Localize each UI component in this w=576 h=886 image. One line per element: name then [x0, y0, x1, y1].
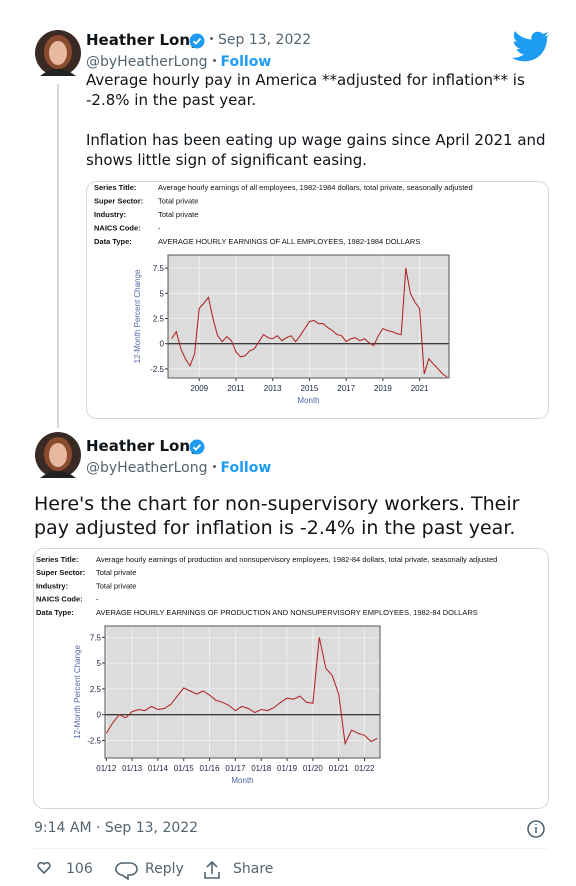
timestamp[interactable]: 9:14 AM · Sep 13, 2022 — [34, 820, 199, 836]
twitter-logo[interactable] — [512, 31, 552, 62]
handle[interactable]: @byHeatherLong — [86, 460, 208, 476]
reply-label[interactable]: Reply — [145, 861, 184, 877]
y-tick-label: 5 — [160, 289, 165, 298]
x-tick-label: 01/21 — [329, 764, 350, 773]
info-label: NAICS Code: — [36, 595, 83, 604]
y-axis-title: 12-Month Percent Change — [73, 645, 82, 739]
reply-icon[interactable] — [115, 862, 138, 881]
plot-frame — [167, 254, 450, 379]
info-label: Data Type: — [36, 608, 74, 617]
data-line — [105, 637, 378, 746]
follow-link[interactable]: Follow — [220, 460, 272, 476]
like-icon[interactable] — [37, 861, 51, 875]
info-value: Total private — [158, 210, 198, 219]
info-label: Series Title: — [94, 183, 136, 192]
y-tick-label: 0 — [97, 711, 102, 720]
x-tick-label: 01/13 — [122, 764, 143, 773]
info-value: Average hourly earnings of all employees… — [158, 183, 473, 192]
handle-line: @byHeatherLong Follow — [86, 51, 271, 70]
x-tick-label: 01/22 — [354, 764, 375, 773]
y-tick-label: -2.5 — [87, 736, 101, 745]
y-tick-label: -2.5 — [150, 365, 164, 374]
x-axis-title: Month — [297, 396, 319, 405]
x-axis-title: Month — [231, 776, 253, 785]
x-tick-label: 2017 — [337, 384, 355, 393]
info-label: Super Sector: — [94, 197, 143, 206]
x-tick-label: 2019 — [374, 384, 392, 393]
author-name[interactable]: Heather Long — [86, 31, 201, 49]
info-icon[interactable] — [527, 820, 545, 838]
x-tick-label: 01/20 — [303, 764, 324, 773]
y-tick-label: 7.5 — [90, 633, 102, 642]
y-tick-label: 2.5 — [153, 315, 165, 324]
share-icon[interactable] — [204, 860, 220, 879]
separator — [212, 464, 216, 468]
separator — [212, 58, 216, 62]
info-label: Data Type: — [94, 237, 132, 246]
y-axis-title: 12-Month Percent Change — [133, 269, 142, 363]
x-tick-label: 01/19 — [277, 764, 298, 773]
verified-badge — [189, 33, 205, 49]
x-tick-label: 2021 — [411, 384, 429, 393]
tweet-text: Average hourly pay in America **adjusted… — [86, 71, 525, 109]
info-value: Total private — [96, 568, 136, 577]
x-tick-label: 01/14 — [148, 764, 169, 773]
info-label: NAICS Code: — [94, 224, 141, 233]
x-tick-label: 2015 — [301, 384, 319, 393]
x-tick-label: 01/15 — [174, 764, 195, 773]
info-value: AVERAGE HOURLY EARNINGS OF PRODUCTION AN… — [96, 608, 478, 617]
y-tick-label: 2.5 — [90, 685, 102, 694]
follow-link[interactable]: Follow — [220, 54, 272, 70]
x-tick-label: 2011 — [227, 384, 245, 393]
handle[interactable]: @byHeatherLong — [86, 54, 208, 70]
plot-frame — [104, 625, 381, 759]
x-tick-label: 01/18 — [251, 764, 272, 773]
tweet-text: Here's the chart for non-supervisory wor… — [34, 493, 520, 539]
x-tick-label: 2009 — [190, 384, 208, 393]
date[interactable]: Sep 13, 2022 — [218, 32, 312, 48]
x-tick-label: 2013 — [264, 384, 282, 393]
avatar[interactable] — [35, 30, 81, 76]
handle-line: @byHeatherLong Follow — [86, 457, 271, 476]
data-line — [171, 268, 448, 378]
x-tick-label: 01/16 — [200, 764, 221, 773]
info-label: Industry: — [94, 210, 126, 219]
action-icons — [37, 820, 545, 881]
author-name[interactable]: Heather Long — [86, 437, 201, 455]
y-tick-label: 7.5 — [153, 264, 165, 273]
info-value: Total private — [96, 581, 136, 590]
info-value: Total private — [158, 197, 198, 206]
info-label: Industry: — [36, 581, 68, 590]
avatar[interactable] — [35, 432, 81, 478]
info-value: - — [96, 595, 99, 604]
verified-badge — [189, 439, 205, 455]
y-tick-label: 5 — [97, 659, 102, 668]
plot-area — [105, 626, 380, 758]
share-label[interactable]: Share — [233, 861, 274, 877]
info-value: Average hourly earnings of production an… — [96, 555, 497, 564]
date-line: Sep 13, 2022 — [205, 32, 311, 48]
info-label: Super Sector: — [36, 568, 85, 577]
y-tick-label: 0 — [160, 340, 165, 349]
x-tick-label: 01/17 — [225, 764, 246, 773]
separator — [210, 37, 213, 40]
x-tick-label: 01/12 — [96, 764, 117, 773]
like-count[interactable]: 106 — [66, 861, 93, 877]
info-label: Series Title: — [36, 555, 78, 564]
info-value: - — [158, 224, 161, 233]
info-value: AVERAGE HOURLY EARNINGS OF ALL EMPLOYEES… — [158, 237, 420, 246]
tweet-text: Inflation has been eating up wage gains … — [86, 131, 546, 169]
